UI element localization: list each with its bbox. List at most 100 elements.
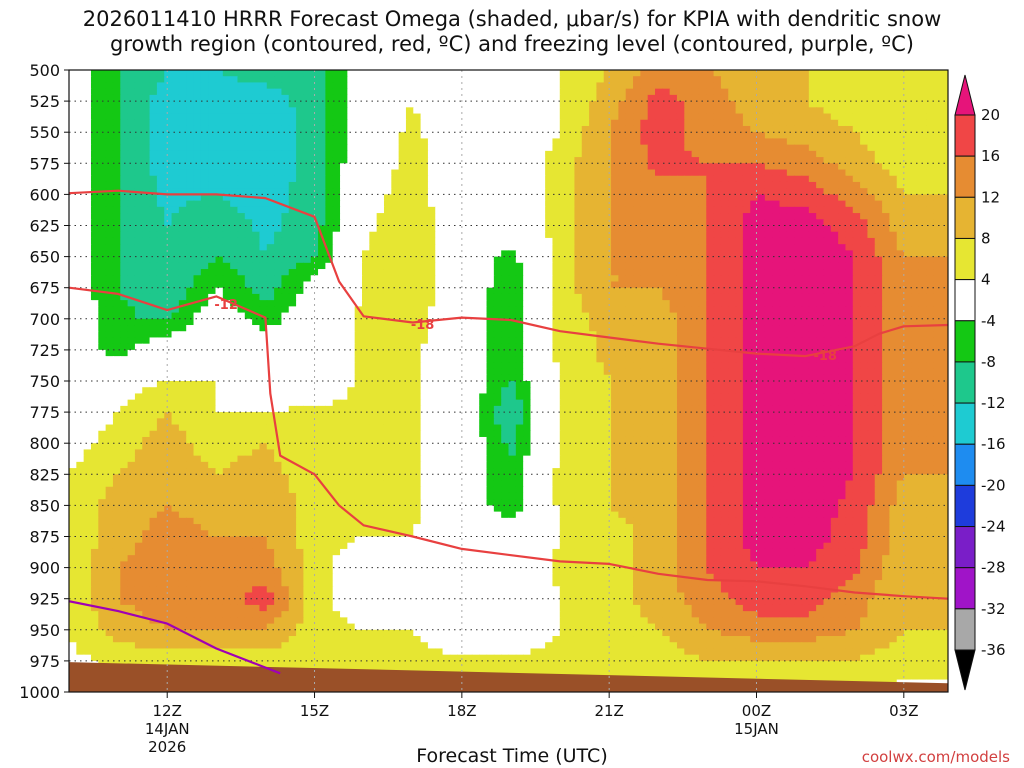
omega-cell [559,300,568,307]
omega-cell [76,88,85,96]
omega-cell [508,181,517,189]
omega-cell [838,157,847,164]
omega-cell [171,101,180,108]
omega-cell [442,194,451,202]
omega-cell [266,250,275,258]
omega-cell [420,169,429,177]
omega-cell [515,287,524,295]
omega-cell [471,82,480,90]
omega-cell [713,101,722,108]
omega-cell [742,244,751,251]
omega-cell [669,200,678,208]
omega-cell [449,300,458,307]
omega-cell [501,318,510,326]
omega-cell [633,194,641,202]
omega-cell [479,76,488,84]
omega-cell [655,70,663,77]
omega-cell [611,287,619,295]
omega-cell [112,88,121,96]
omega-cell [772,107,781,115]
omega-cell [134,281,143,289]
omega-cell [786,318,795,326]
omega-cell [69,188,77,195]
omega-cell [625,312,634,320]
omega-cell [391,206,400,214]
omega-cell [545,225,554,233]
omega-cell [618,231,627,239]
omega-cell [801,169,810,177]
omega-cell [698,175,707,183]
omega-cell [625,318,634,326]
omega-cell [647,144,656,152]
omega-cell [911,306,920,314]
omega-cell [90,275,99,283]
omega-cell [779,101,788,108]
omega-cell [156,231,165,239]
omega-cell [904,219,912,227]
omega-cell [735,318,744,326]
omega-cell [691,88,700,96]
omega-cell [442,213,451,220]
omega-cell [171,188,180,195]
omega-cell [493,225,502,233]
omega-cell [742,157,751,164]
omega-cell [720,318,729,326]
omega-cell [200,175,209,183]
omega-cell [340,101,348,108]
omega-cell [574,237,583,245]
omega-cell [735,88,744,96]
omega-cell [559,101,568,108]
omega-cell [427,125,436,133]
omega-cell [545,275,554,283]
omega-cell [640,119,649,127]
omega-cell [918,157,927,164]
omega-cell [193,275,202,283]
omega-cell [98,312,107,320]
omega-cell [457,150,466,158]
omega-cell [156,237,165,245]
omega-cell [786,244,795,251]
omega-cell [405,281,414,289]
omega-cell [83,200,92,208]
omega-cell [867,219,876,227]
omega-cell [288,225,297,233]
omega-cell [288,250,297,258]
omega-cell [816,101,825,108]
omega-cell [178,125,187,133]
omega-cell [611,318,619,326]
omega-cell [720,138,729,146]
omega-cell [383,138,392,146]
omega-cell [215,138,224,146]
omega-cell [90,250,99,258]
omega-cell [618,76,627,84]
omega-cell [559,312,568,320]
omega-cell [684,225,693,233]
omega-cell [647,119,656,127]
omega-cell [98,325,107,332]
omega-cell [464,275,473,283]
omega-cell [193,281,202,289]
omega-cell [508,82,517,90]
omega-cell [764,269,773,276]
omega-cell [127,107,136,115]
omega-cell [208,88,217,96]
omega-cell [911,293,920,301]
omega-cell [376,306,385,314]
omega-cell [647,138,656,146]
omega-cell [76,157,85,164]
omega-cell [98,181,107,189]
omega-cell [288,300,297,307]
omega-cell [83,225,92,233]
omega-cell [845,175,854,183]
omega-cell [369,287,378,295]
omega-cell [471,138,480,146]
omega-cell [156,188,165,195]
omega-cell [779,119,788,127]
omega-cell [457,225,466,233]
omega-cell [208,269,217,276]
omega-cell [918,181,927,189]
omega-cell [860,287,869,295]
omega-cell [120,293,129,301]
omega-cell [105,119,114,127]
omega-cell [112,231,121,239]
